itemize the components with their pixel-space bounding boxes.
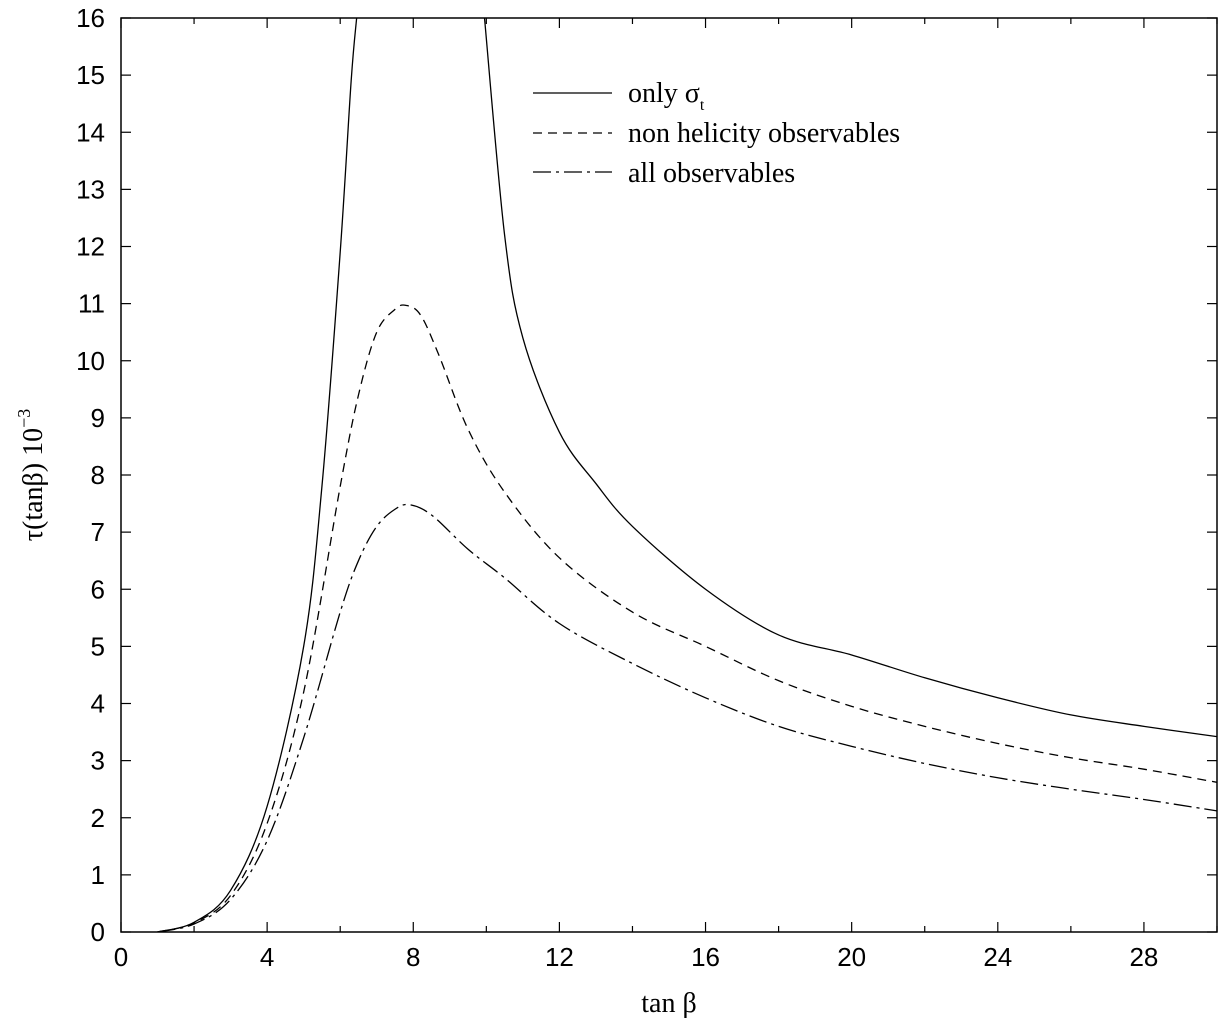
x-tick-label: 0: [114, 942, 128, 972]
x-axis-title: tan β: [641, 988, 696, 1019]
y-axis-title: τ(tanβ) 10: [18, 428, 49, 541]
y-axis-title-group: τ(tanβ) 10−3: [14, 409, 49, 542]
legend-label-non-helicity: non helicity observables: [628, 118, 900, 149]
curves: [157, 18, 1217, 932]
x-tick-label: 20: [837, 942, 866, 972]
legend-label-only-sigma: only σ: [628, 78, 700, 109]
legend-label-only-sigma-subscript: t: [700, 97, 705, 114]
y-tick-label: 4: [91, 689, 105, 719]
series-only-sigma-line: [483, 18, 1217, 738]
y-tick-label: 5: [91, 631, 105, 661]
series-non-helicity-line: [157, 304, 1217, 932]
x-tick-label: 16: [691, 942, 720, 972]
x-tick-label: 4: [260, 942, 274, 972]
x-tick-label: 28: [1129, 942, 1158, 972]
y-tick-label: 3: [91, 746, 105, 776]
y-tick-label: 0: [91, 917, 105, 947]
y-tick-label: 2: [91, 803, 105, 833]
series-all-observables-line: [157, 503, 1217, 932]
y-tick-label: 12: [76, 232, 105, 262]
svg-text:τ(tanβ) 10−3: τ(tanβ) 10−3: [14, 409, 49, 542]
x-tick-label: 12: [545, 942, 574, 972]
svg-text:only σt: only σt: [628, 78, 705, 114]
y-tick-label: 13: [76, 174, 105, 204]
y-tick-label: 14: [76, 117, 105, 147]
y-tick-label: 7: [91, 517, 105, 547]
y-tick-label: 15: [76, 60, 105, 90]
y-tick-label: 9: [91, 403, 105, 433]
y-tick-label: 8: [91, 460, 105, 490]
x-tick-label: 8: [406, 942, 420, 972]
ticks: [120, 17, 1218, 933]
y-tick-label: 11: [78, 289, 105, 319]
legend-label-all-observables: all observables: [628, 158, 795, 189]
y-tick-label: 10: [76, 346, 105, 376]
y-tick-label: 6: [91, 574, 105, 604]
y-tick-label: 1: [91, 860, 105, 890]
series-only-sigma-line: [157, 18, 358, 932]
x-tick-label: 24: [983, 942, 1012, 972]
y-tick-label: 16: [76, 3, 105, 33]
legend: only σt non helicity observables all obs…: [533, 78, 900, 189]
y-axis-title-exponent: −3: [14, 409, 34, 428]
